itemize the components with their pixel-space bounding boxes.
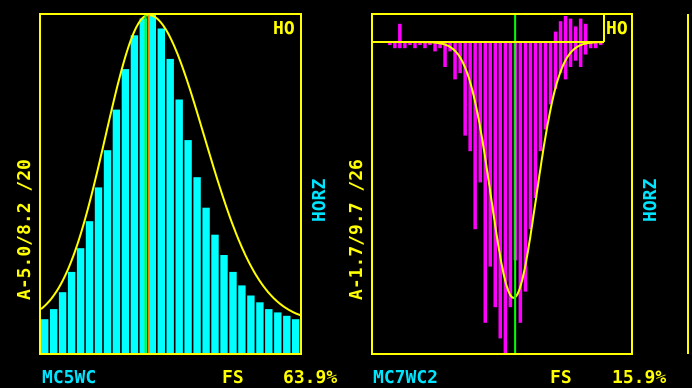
left-histogram-bar: [220, 255, 228, 353]
left-histogram-bar: [76, 248, 85, 353]
left-histogram-bar: [256, 302, 264, 353]
left-histogram-bar: [148, 15, 156, 353]
left-histogram-bar: [247, 295, 255, 353]
left-histogram-bar: [238, 285, 246, 353]
right-histogram-bar: [548, 42, 553, 105]
left-histogram-bar: [193, 177, 201, 353]
left-fs-label: FS: [222, 367, 244, 388]
left-histogram-bar: [50, 309, 58, 353]
right-histogram-spike: [558, 21, 563, 42]
right-histogram-bar: [508, 42, 513, 308]
right-histogram-bar: [413, 42, 417, 49]
right-histogram-spike: [573, 26, 578, 42]
left-histogram-bar: [112, 109, 121, 353]
right-histogram-bar: [553, 42, 558, 89]
right-histogram-bar: [528, 42, 533, 230]
right-histogram-spike: [398, 23, 402, 42]
right-histogram-bar: [518, 42, 523, 323]
left-histogram-bar: [41, 319, 49, 353]
right-histogram-spike: [583, 23, 588, 42]
left-histogram-bar: [103, 150, 112, 353]
left-histogram-bar: [121, 69, 130, 353]
right-histogram-bar: [453, 42, 457, 80]
right-histogram-bar: [488, 42, 492, 267]
left-panel-frame: [39, 13, 302, 355]
left-histogram-bar: [202, 207, 210, 353]
left-histogram-bar: [292, 319, 300, 353]
right-corner-label: HO: [606, 18, 628, 39]
right-histogram-bar: [594, 42, 598, 49]
left-fs-percent: 63.9%: [283, 367, 337, 388]
right-histogram-bar: [438, 42, 442, 49]
right-histogram-panel: HO A-1.7/9.7 /26 HORZ MC7WC2 FS 15.9%: [346, 13, 666, 388]
right-histogram-bar: [388, 42, 392, 46]
left-corner-label-bg: [271, 16, 299, 40]
right-histogram-name: MC7WC2: [373, 367, 438, 388]
right-histogram-bars: [388, 16, 603, 354]
right-histogram-bar: [403, 42, 407, 49]
right-axis-label: HORZ: [640, 178, 661, 222]
right-histogram-bar: [443, 42, 447, 67]
right-histogram-bar: [583, 42, 588, 55]
left-histogram-bar: [265, 309, 273, 353]
left-histogram-bar: [184, 140, 192, 353]
right-histogram-bar: [498, 42, 502, 339]
right-histogram-bar: [393, 42, 397, 49]
left-histogram-panel: HO A-5.0/8.2 /20 HORZ MC5WC FS 63.9%: [14, 13, 337, 388]
right-histogram-bar: [433, 42, 437, 52]
right-histogram-bar: [493, 42, 497, 308]
right-histogram-bar: [573, 42, 578, 61]
left-fit-curve: [40, 13, 302, 317]
left-histogram-bar: [130, 35, 139, 354]
left-histogram-bar: [67, 271, 76, 353]
right-fs-label: FS: [550, 367, 572, 388]
right-histogram-spike: [568, 18, 573, 42]
left-histogram-bars: [41, 15, 300, 354]
left-histogram-bar: [229, 271, 237, 353]
right-histogram-spike: [553, 31, 558, 42]
right-histogram-bar: [503, 42, 508, 354]
left-histogram-bar: [166, 58, 174, 354]
left-histogram-bar: [58, 292, 67, 353]
right-histogram-bar: [578, 42, 583, 67]
right-histogram-bar: [533, 42, 538, 198]
left-histogram-bar: [175, 99, 183, 353]
right-histogram-bar: [538, 42, 543, 152]
left-histogram-bar: [211, 234, 219, 353]
left-side-label: A-5.0/8.2 /20: [14, 159, 35, 300]
right-histogram-bar: [543, 42, 548, 130]
left-axis-label: HORZ: [309, 178, 330, 222]
right-fs-percent: 15.9%: [612, 367, 666, 388]
right-histogram-bar: [398, 42, 402, 49]
right-histogram-bar: [418, 42, 422, 46]
right-histogram-bar: [558, 42, 563, 74]
right-histogram-bar: [473, 42, 477, 230]
left-corner-label: HO: [273, 18, 295, 39]
right-histogram-bar: [483, 42, 487, 323]
right-histogram-bar: [478, 42, 482, 183]
left-histogram-bar: [94, 187, 103, 353]
right-histogram-spike: [563, 16, 568, 42]
right-histogram-bar: [468, 42, 472, 152]
right-side-label: A-1.7/9.7 /26: [346, 159, 367, 300]
left-histogram-name: MC5WC: [42, 367, 96, 388]
right-histogram-bar: [568, 42, 573, 67]
right-histogram-bar: [599, 42, 603, 46]
right-histogram-bar: [588, 42, 593, 49]
right-histogram-spike: [578, 18, 583, 42]
left-histogram-bar: [85, 221, 94, 353]
right-histogram-bar: [463, 42, 467, 136]
right-histogram-bar: [423, 42, 427, 49]
right-panel-frame: [371, 13, 633, 355]
left-histogram-bar: [274, 312, 282, 353]
right-histogram-bar: [408, 42, 412, 46]
left-histogram-bar: [283, 315, 291, 353]
left-histogram-bar: [139, 18, 147, 354]
right-histogram-bar: [428, 42, 432, 46]
right-histogram-bar: [523, 42, 528, 292]
left-histogram-bar: [157, 28, 165, 353]
